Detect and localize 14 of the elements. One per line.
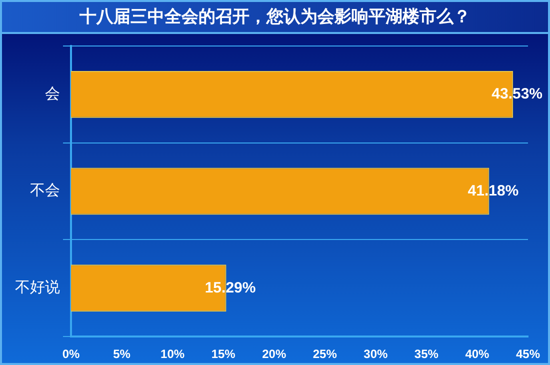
x-tick-label: 5% [113,347,131,362]
chart-title: 十八届三中全会的召开，您认为会影响平湖楼市么？ [2,2,548,34]
y-tick-label: 不好说 [15,278,60,296]
x-tick-label: 15% [211,347,236,362]
x-tick-label: 40% [465,347,490,362]
x-tick-label: 20% [262,347,286,362]
y-tick-label: 会 [45,84,60,102]
x-tick-label: 0% [62,347,80,362]
x-tick-label: 25% [312,347,338,362]
x-tick-label: 10% [160,347,185,362]
x-tick-label: 45% [516,347,540,362]
y-tick-label: 不会 [30,181,60,200]
x-tick-label: 35% [414,347,439,362]
x-tick-label: 30% [364,347,388,362]
